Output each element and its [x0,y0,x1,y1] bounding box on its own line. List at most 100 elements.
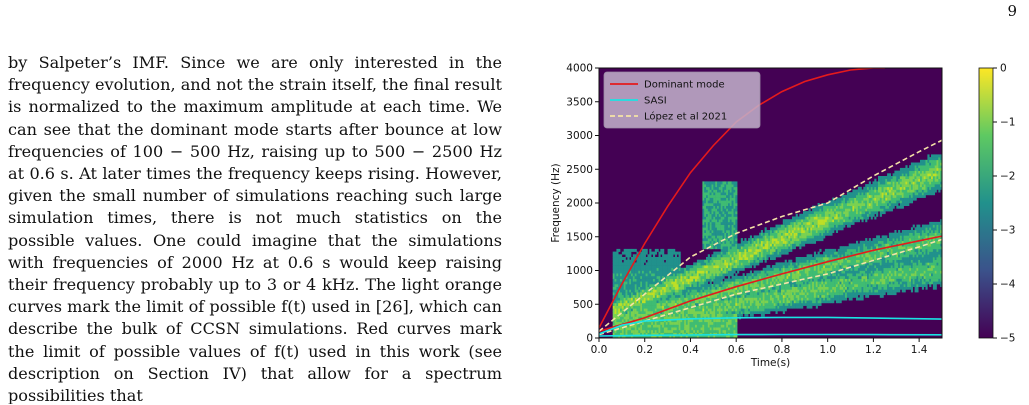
heatmap-cell [865,292,868,296]
heatmap-cell [715,327,718,331]
heatmap-cell [806,292,809,296]
heatmap-cell [735,254,738,258]
heatmap-cell [834,251,837,255]
heatmap-cell [715,267,718,271]
heatmap-cell [709,286,712,290]
heatmap-cell [770,286,773,290]
heatmap-cell [751,313,754,317]
heatmap-cell [621,262,625,266]
heatmap-cell [718,203,721,206]
heatmap-cell [685,265,689,269]
heatmap-cell [731,257,734,260]
heatmap-cell [689,324,692,328]
heatmap-cell [682,319,685,323]
heatmap-cell [868,240,871,244]
heatmap-cell [801,262,804,266]
heatmap-cell [718,184,721,188]
heatmap-cell [689,311,692,314]
heatmap-cell [793,292,796,296]
heatmap-cell [642,281,645,285]
heatmap-cell [662,262,665,266]
heatmap-cell [647,308,650,312]
heatmap-cell [843,246,846,250]
heatmap-cell [642,313,645,317]
heatmap-cell [667,313,670,317]
heatmap-cell [724,219,727,223]
heatmap-cell [656,332,659,336]
heatmap-cell [753,292,756,296]
heatmap-cell [768,305,771,309]
heatmap-cell [678,254,681,258]
heatmap-cell [843,200,846,204]
heatmap-cell [717,216,720,220]
heatmap-cell [770,267,773,271]
heatmap-cell [876,181,879,185]
heatmap-cell [733,308,736,312]
heatmap-cell [793,275,796,279]
heatmap-cell [808,235,811,239]
heatmap-cell [733,319,736,323]
heatmap-cell [709,235,712,239]
heatmap-cell [770,238,773,242]
heatmap-cell [707,292,710,296]
heatmap-cell [625,332,628,336]
heatmap-cell [878,208,881,212]
heatmap-cell [786,235,789,239]
heatmap-cell [651,267,654,271]
heatmap-cell [717,294,720,298]
heatmap-cell [764,243,767,247]
heatmap-cell [632,305,635,309]
heatmap-cell [757,238,760,242]
heatmap-cell [876,235,879,239]
heatmap-cell [757,289,760,293]
heatmap-cell [658,259,661,263]
heatmap-cell [786,227,789,231]
heatmap-cell [729,254,732,258]
heatmap-cell [636,278,639,282]
heatmap-cell [640,335,643,339]
heatmap-cell [753,257,756,260]
heatmap-cell [726,327,729,331]
heatmap-cell [698,300,701,304]
heatmap-cell [773,273,776,277]
heatmap-cell [740,259,743,263]
heatmap-cell [806,273,809,277]
heatmap-cell [658,324,661,328]
heatmap-cell [660,294,663,298]
heatmap-cell [856,205,859,209]
heatmap-cell [870,192,873,196]
heatmap-cell [724,216,727,220]
heatmap-cell [636,284,639,287]
heatmap-cell [724,205,727,209]
heatmap-cell [876,267,879,271]
heatmap-cell [643,286,646,290]
heatmap-cell [684,311,687,314]
heatmap-cell [720,184,723,188]
heatmap-cell [819,257,822,260]
heatmap-cell [792,297,795,301]
heatmap-cell [839,203,842,206]
heatmap-cell [828,254,831,258]
heatmap-cell [824,224,828,228]
heatmap-cell [854,248,857,252]
heatmap-cell [685,311,689,314]
heatmap-cell [856,289,859,293]
heatmap-cell [835,259,839,263]
heatmap-cell [762,311,765,314]
heatmap-cell [857,200,861,204]
heatmap-cell [647,262,650,266]
heatmap-cell [676,289,679,293]
heatmap-cell [621,316,625,320]
heatmap-cell [693,292,696,296]
heatmap-cell [733,246,736,250]
heatmap-cell [729,194,732,198]
heatmap-cell [704,232,707,236]
heatmap-cell [665,300,668,304]
heatmap-cell [876,211,879,215]
heatmap-cell [839,246,842,250]
heatmap-cell [726,254,729,258]
heatmap-cell [872,194,875,198]
heatmap-cell [693,329,696,333]
heatmap-cell [702,300,705,304]
heatmap-cell [733,230,736,233]
